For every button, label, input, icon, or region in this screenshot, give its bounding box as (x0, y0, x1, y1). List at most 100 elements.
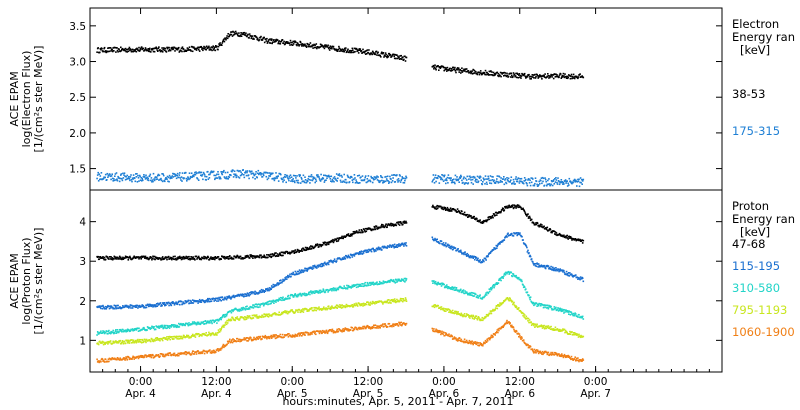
data-point (396, 300, 399, 303)
data-point (168, 258, 171, 260)
data-point (149, 173, 152, 176)
data-point (285, 311, 287, 314)
data-point (123, 49, 125, 52)
data-point (504, 207, 507, 209)
data-point (520, 180, 522, 183)
data-point (331, 180, 333, 183)
data-point (393, 280, 396, 283)
data-point (212, 49, 215, 51)
data-point (292, 296, 295, 298)
data-point (192, 302, 195, 304)
data-point (218, 331, 221, 333)
data-point (493, 213, 495, 215)
data-point (135, 306, 138, 308)
data-point (388, 299, 390, 301)
data-point (304, 267, 307, 270)
data-point (251, 255, 254, 257)
data-point (489, 288, 492, 290)
data-point (152, 327, 155, 329)
data-point (577, 278, 579, 280)
data-point (331, 239, 333, 242)
data-point (287, 294, 290, 297)
data-point (398, 300, 401, 303)
data-point (526, 182, 528, 185)
data-point (351, 286, 353, 288)
data-point (570, 273, 573, 275)
data-point (175, 336, 177, 339)
data-point (455, 288, 457, 291)
data-point (292, 40, 294, 43)
data-point (393, 224, 396, 226)
data-point (537, 263, 540, 265)
data-point (510, 271, 513, 274)
data-point (392, 279, 395, 281)
data-point (395, 300, 398, 303)
data-point (341, 257, 344, 259)
data-point (304, 249, 306, 252)
data-point (356, 181, 358, 184)
data-point (119, 328, 121, 331)
data-point (383, 54, 386, 56)
data-point (245, 316, 247, 319)
data-point (181, 324, 184, 327)
data-point (316, 176, 319, 178)
data-point (202, 178, 204, 181)
data-point (448, 286, 450, 289)
data-point (141, 48, 143, 51)
data-point (463, 213, 465, 216)
data-point (577, 316, 579, 318)
data-point (225, 298, 228, 301)
data-point (138, 304, 141, 307)
data-point (287, 41, 289, 43)
data-point (100, 307, 102, 310)
data-point (433, 66, 436, 68)
data-point (268, 254, 270, 256)
data-point (373, 302, 376, 304)
data-point (504, 74, 506, 77)
data-point (101, 332, 104, 334)
data-point (541, 224, 543, 226)
data-point (489, 215, 492, 218)
data-point (565, 309, 567, 311)
data-point (568, 313, 570, 315)
data-point (366, 285, 368, 287)
data-point (321, 178, 323, 180)
data-point (579, 276, 582, 278)
data-point (269, 288, 271, 291)
data-point (485, 315, 487, 318)
data-point (147, 303, 149, 306)
data-point (433, 280, 435, 282)
data-point (188, 172, 191, 174)
data-point (467, 255, 469, 257)
data-point (335, 260, 338, 262)
data-point (328, 49, 331, 51)
data-point (518, 182, 521, 184)
data-point (521, 180, 523, 183)
data-point (331, 240, 334, 243)
data-point (151, 258, 153, 261)
data-point (273, 179, 276, 182)
data-point (132, 340, 134, 343)
data-point (558, 309, 561, 312)
data-point (459, 313, 462, 316)
data-point (328, 46, 330, 49)
data-point (207, 170, 209, 173)
data-point (574, 181, 576, 183)
data-point (478, 317, 480, 319)
data-point (445, 242, 447, 244)
data-point (176, 172, 179, 175)
data-point (132, 50, 135, 53)
data-point (128, 342, 131, 344)
data-point (145, 304, 147, 307)
data-point (131, 304, 133, 307)
data-point (365, 303, 368, 306)
data-point (362, 48, 364, 51)
data-point (463, 292, 466, 295)
data-point (169, 338, 171, 341)
data-point (440, 308, 442, 311)
data-point (349, 285, 352, 288)
data-point (250, 254, 253, 256)
data-point (160, 179, 163, 182)
data-point (389, 302, 391, 304)
data-point (187, 177, 190, 179)
